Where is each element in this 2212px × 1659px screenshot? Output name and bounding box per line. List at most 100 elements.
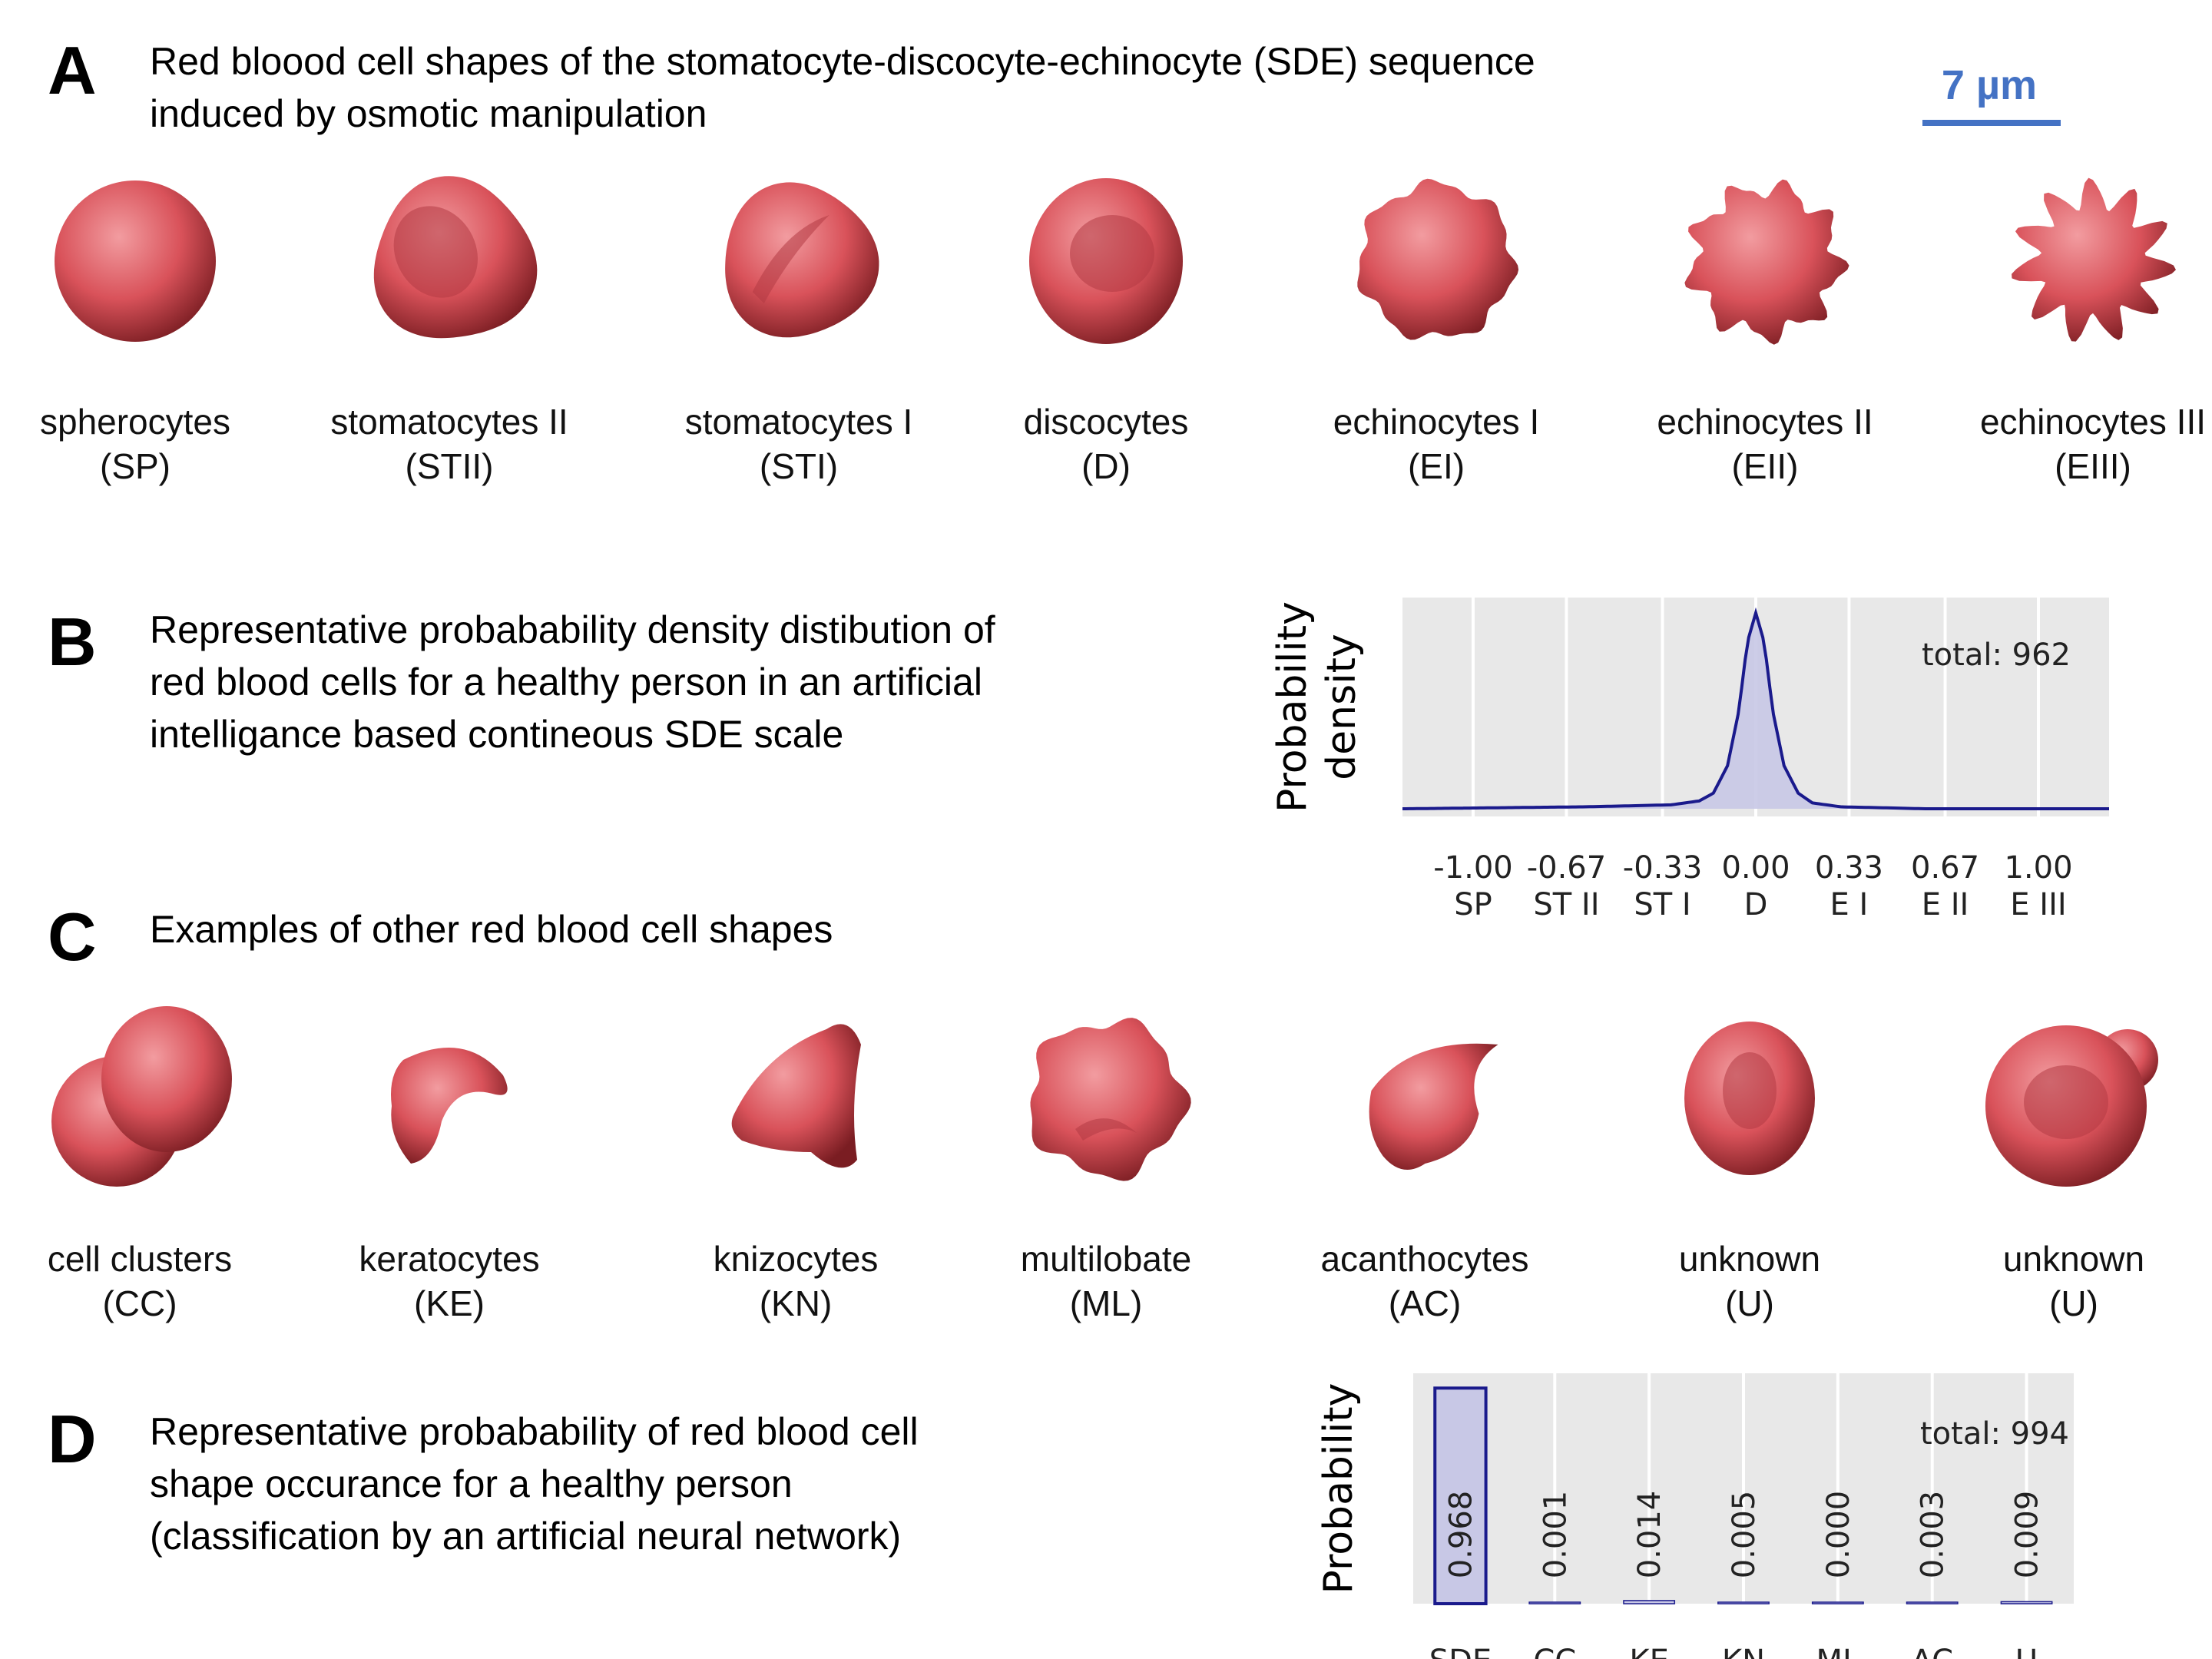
x-tick-label: SDE [1429,1644,1492,1659]
probability-bar-chart: 0.968 SDE 0.001 CC 0.014 KE 0.005 KN 0.000 ML 0.00… [1316,1373,2074,1659]
cell-abbreviation: (EII) [1731,446,1799,486]
panel-d-description: Representative probabability of red bloo… [150,1410,919,1558]
bar-value-label: 0.001 [1538,1491,1573,1579]
cell-image-acantho [1369,1043,1498,1170]
bar [1433,1386,1488,1605]
cell-abbreviation: (SP) [100,446,171,486]
cell-image-sphere [55,180,216,342]
x-tick-label: 1.00 [2004,850,2072,886]
cell-name: echinocytes II [1657,402,1873,442]
bar-value-label: 0.014 [1632,1491,1667,1579]
other-cell-2: knizocytes (KN) [696,998,896,1326]
x-tick-sublabel: D [1744,887,1768,922]
cell-image-cluster [51,1006,232,1187]
cell-abbreviation: (U) [1725,1283,1774,1323]
panel-letter-c: C [48,899,97,975]
cell-name: keratocytes [359,1239,540,1279]
bar [1623,1600,1676,1604]
cell-name: knizocytes [713,1239,879,1279]
sde-cell-1: stomatocytes II (STII) [330,161,568,488]
panel-b-description: Representative probabability density dis… [150,608,995,756]
cell-abbreviation: (CC) [102,1283,177,1323]
sde-cell-4: echinocytes I (EI) [1333,161,1539,488]
cell-image-lumpy [1684,179,1849,345]
bar-value-label: 0.968 [1443,1491,1479,1579]
cell-image-cup-deep [373,176,537,339]
panel-c-description: Examples of other red blood cell shapes [150,908,833,951]
x-tick-sublabel: E II [1922,887,1969,922]
x-tick-sublabel: E III [2010,887,2066,922]
panel-letter-b: B [48,604,97,680]
cell-name: multilobate [1020,1239,1192,1279]
cell-image-spiky [2012,177,2176,342]
scale-bar [1922,120,2061,126]
y-axis-label: Probability [1316,1383,1362,1594]
cell-image-kerato [391,1048,508,1164]
bar [1811,1601,1864,1604]
other-cell-0: cell clusters (CC) [40,998,240,1326]
panel-a-description: Red bloood cell shapes of the stomatocyt… [150,40,1535,135]
cell-name: cell clusters [47,1239,233,1279]
cell-abbreviation: (ML) [1069,1283,1143,1323]
x-tick-label: -1.00 [1433,850,1513,886]
x-tick-label: CC [1533,1644,1576,1659]
total-annotation: total: 994 [1920,1416,2069,1452]
bar [2000,1601,2053,1604]
x-tick-label: KE [1629,1644,1669,1659]
cell-name: stomatocytes I [684,402,913,442]
cell-image-knizo [731,1024,861,1168]
bar-value-label: 0.005 [1727,1491,1762,1579]
sde-cell-3: discocytes (D) [1006,161,1206,488]
cell-image-oval [1684,1022,1815,1175]
cell-abbreviation: (STII) [405,446,494,486]
cell-name: echinocytes I [1333,402,1540,442]
panel-letter-d: D [48,1401,97,1477]
cell-image-multi [1030,1018,1191,1181]
x-tick-label: 0.67 [1911,850,1979,886]
x-tick-label: U [2015,1644,2038,1659]
density-area [1402,613,2109,809]
cell-abbreviation: (STI) [759,446,839,486]
x-tick-sublabel: E I [1830,887,1869,922]
cell-name: unknown [1678,1239,1821,1279]
other-cell-1: keratocytes (KE) [349,998,549,1326]
cell-abbreviation: (AC) [1388,1283,1462,1323]
cell-name: acanthocytes [1320,1239,1529,1279]
sde-cell-0: spherocytes (SP) [35,161,235,488]
cell-image-ring [1985,1025,2158,1187]
cell-image-cup [725,182,879,338]
bar [1528,1601,1581,1604]
x-tick-sublabel: SP [1454,887,1492,922]
y-axis-label: density [1319,634,1365,780]
cell-name: discocytes [1023,402,1189,442]
other-cell-3: multilobate (ML) [1006,998,1206,1326]
bar-value-label: 0.009 [2010,1491,2045,1579]
cell-image-bumpy [1357,178,1519,340]
cell-name: echinocytes III [1979,402,2207,442]
x-tick-sublabel: ST II [1533,887,1599,922]
other-cell-5: unknown (U) [1650,998,1849,1326]
bar-value-label: 0.003 [1916,1491,1951,1579]
cell-abbreviation: (D) [1081,446,1131,486]
x-tick-label: 0.00 [1721,850,1790,886]
cell-image-disc [1029,178,1183,344]
other-cell-6: unknown (U) [1974,998,2174,1326]
cell-abbreviation: (KN) [759,1283,833,1323]
bar [1717,1601,1770,1604]
other-cell-4: acanthocytes (AC) [1320,998,1529,1326]
cell-name: unknown [2002,1239,2145,1279]
x-tick-label: AC [1911,1644,1953,1659]
x-tick-label: -0.67 [1527,850,1607,886]
cell-abbreviation: (EI) [1407,446,1465,486]
panel-letter-a: A [48,32,97,108]
cell-abbreviation: (KE) [414,1283,485,1323]
cell-abbreviation: (U) [2049,1283,2098,1323]
cell-abbreviation: (EIII) [2055,446,2131,486]
total-annotation: total: 962 [1922,637,2071,673]
sde-cell-6: echinocytes III (EIII) [1980,161,2206,488]
x-tick-label: KN [1722,1644,1765,1659]
sde-cell-5: echinocytes II (EII) [1657,161,1873,488]
sde-cell-2: stomatocytes I (STI) [684,161,913,488]
x-tick-label: 0.33 [1815,850,1883,886]
